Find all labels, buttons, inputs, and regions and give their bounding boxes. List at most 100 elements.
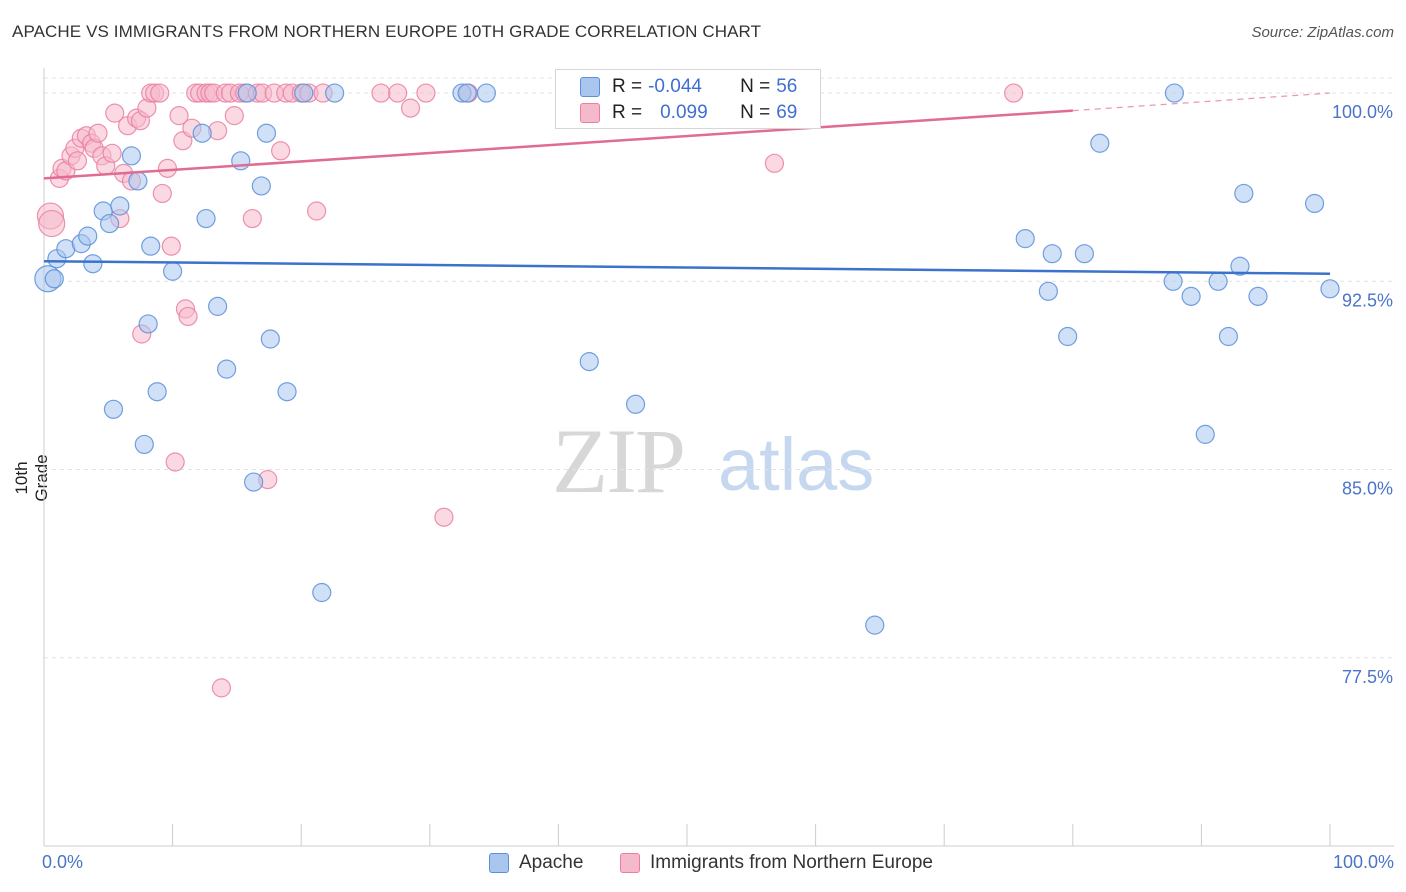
immigrants-point — [388, 83, 408, 103]
r-value: 0.099 — [660, 102, 708, 123]
legend-item-apache[interactable]: Apache — [489, 852, 583, 874]
apache-point — [1163, 271, 1183, 291]
axes — [43, 68, 1394, 847]
apache-point — [244, 472, 264, 492]
watermark: ZIP atlas — [552, 410, 874, 512]
apache-point — [163, 261, 183, 281]
apache-point — [260, 329, 280, 349]
apache-point — [1195, 424, 1215, 444]
apache-point — [865, 615, 885, 635]
apache-point — [579, 352, 599, 372]
apache-point — [44, 269, 64, 289]
immigrants-point — [150, 83, 170, 103]
y-tick-label: 77.5% — [1342, 667, 1393, 687]
immigrants-swatch-icon — [580, 103, 600, 123]
r-label: R = — [612, 76, 643, 97]
apache-point — [251, 176, 271, 196]
x-axis-min-label: 0.0% — [42, 852, 84, 872]
n-value: 69 — [776, 102, 798, 123]
immigrants-point — [102, 143, 122, 163]
apache-point — [147, 382, 167, 402]
apache-legend-swatch-icon — [489, 853, 509, 873]
apache-point — [1208, 271, 1228, 291]
series-apache-points — [34, 83, 1340, 635]
trend-lines — [43, 92, 1331, 276]
immigrants-trend-line — [43, 109, 1073, 180]
apache-point — [128, 171, 148, 191]
apache-point — [1320, 279, 1340, 299]
apache-point — [1058, 326, 1078, 347]
apache-point — [1218, 326, 1239, 347]
stats-legend: R = -0.044 N = 56 R = 0.099 N = 69 — [555, 69, 821, 129]
n-label: N = — [740, 76, 771, 97]
legend-label-immigrants: Immigrants from Northern Europe — [650, 852, 933, 873]
immigrants-point — [88, 123, 108, 143]
source-label: Source: ZipAtlas.com — [1251, 24, 1394, 41]
stats-row-immigrants: R = 0.099 N = 69 — [580, 100, 797, 126]
apache-point — [1042, 244, 1062, 264]
apache-swatch-icon — [580, 77, 600, 97]
apache-point — [138, 314, 158, 334]
apache-point — [231, 151, 251, 171]
y-tick-labels: 100.0% 92.5% 85.0% 77.5% — [1332, 102, 1393, 687]
immigrants-point — [67, 151, 88, 171]
immigrants-point — [434, 507, 454, 527]
apache-point — [1248, 286, 1268, 306]
apache-point — [134, 434, 154, 455]
apache-point — [196, 208, 216, 229]
immigrants-point — [161, 236, 181, 256]
x-axis-max-label: 100.0% — [1332, 852, 1394, 872]
apache-point — [1074, 244, 1094, 264]
immigrants-point — [271, 141, 291, 161]
immigrants-point — [416, 83, 436, 103]
legend-item-immigrants[interactable]: Immigrants from Northern Europe — [620, 852, 933, 874]
immigrants-point — [400, 98, 421, 118]
n-value: 56 — [776, 76, 798, 97]
immigrants-point — [38, 209, 66, 238]
n-label: N = — [740, 102, 771, 123]
r-value: -0.044 — [648, 76, 702, 97]
legend-label-apache: Apache — [519, 852, 584, 873]
immigrants-point — [165, 452, 185, 472]
apache-point — [277, 382, 297, 402]
apache-point — [103, 399, 124, 419]
apache-point — [1181, 286, 1201, 306]
immigrants-point — [152, 183, 172, 204]
apache-point — [1164, 83, 1184, 103]
y-tick-label: 92.5% — [1342, 290, 1393, 310]
immigrants-point — [169, 106, 189, 126]
apache-point — [1038, 281, 1058, 301]
immigrants-point — [105, 103, 125, 123]
apache-point — [294, 83, 314, 103]
apache-point — [476, 83, 496, 103]
immigrants-point — [371, 83, 391, 103]
apache-point — [121, 146, 142, 166]
apache-point — [312, 582, 332, 603]
immigrants-point — [307, 201, 327, 221]
y-tick-label: 100.0% — [1332, 102, 1393, 122]
apache-point — [83, 254, 103, 274]
apache-trend-line — [43, 259, 1331, 276]
apache-point — [1015, 229, 1035, 249]
apache-point — [1090, 133, 1110, 153]
stats-row-apache: R = -0.044 N = 56 — [580, 74, 797, 100]
apache-point — [256, 123, 277, 143]
immigrants-point — [1004, 83, 1024, 103]
apache-point — [457, 83, 477, 103]
immigrants-point — [224, 106, 244, 126]
watermark-atlas: atlas — [718, 423, 874, 506]
chart-title: APACHE VS IMMIGRANTS FROM NORTHERN EUROP… — [12, 22, 762, 41]
watermark-zip: ZIP — [552, 410, 684, 512]
immigrants-trend-extension — [1072, 92, 1331, 112]
immigrants-point — [178, 306, 198, 327]
r-label: R = — [612, 102, 643, 123]
apache-point — [1234, 183, 1254, 204]
immigrants-point — [157, 158, 178, 178]
apache-point — [1230, 256, 1250, 276]
apache-point — [192, 123, 212, 143]
bottom-legend: Apache Immigrants from Northern Europe — [0, 852, 1406, 878]
apache-point — [99, 213, 120, 234]
apache-point — [208, 296, 228, 316]
series-immigrants-points — [36, 83, 1024, 698]
